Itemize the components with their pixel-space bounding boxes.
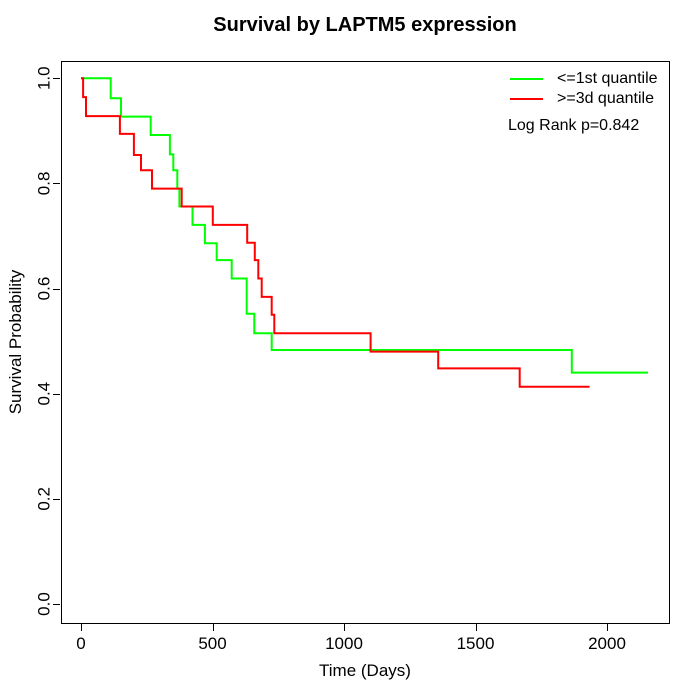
legend: <=1st quantile >=3d quantile Log Rank p=…: [508, 69, 658, 135]
y-tick-label: 0.4: [35, 382, 54, 406]
y-tick-label: 0.6: [35, 277, 54, 301]
legend-label-third-quantile: >=3d quantile: [557, 90, 654, 107]
legend-line-third-quantile: [510, 98, 543, 100]
x-tick-label: 2000: [588, 634, 626, 653]
y-tick-label: 0.2: [35, 487, 54, 511]
survival-curve-high-expression: [81, 77, 590, 388]
survival-curve-low-expression: [81, 77, 648, 374]
log-rank-note: Log Rank p=0.842: [508, 117, 640, 134]
chart-title: Survival by LAPTM5 expression: [213, 14, 517, 36]
legend-row: >=3d quantile: [510, 89, 658, 109]
legend-label-first-quantile: <=1st quantile: [557, 70, 658, 87]
x-tick-label: 0: [76, 634, 85, 653]
x-tick-label: 500: [198, 634, 226, 653]
y-tick-label: 1.0: [35, 66, 54, 90]
x-axis-label: Time (Days): [319, 661, 411, 680]
y-tick-label: 0.8: [35, 172, 54, 196]
y-axis-label: Survival Probability: [6, 269, 25, 415]
plot-box: [61, 61, 670, 624]
legend-row: <=1st quantile: [510, 69, 658, 89]
x-tick-label: 1500: [457, 634, 495, 653]
legend-line-first-quantile: [510, 78, 543, 80]
y-tick-label: 0.0: [35, 592, 54, 616]
x-tick-label: 1000: [325, 634, 363, 653]
